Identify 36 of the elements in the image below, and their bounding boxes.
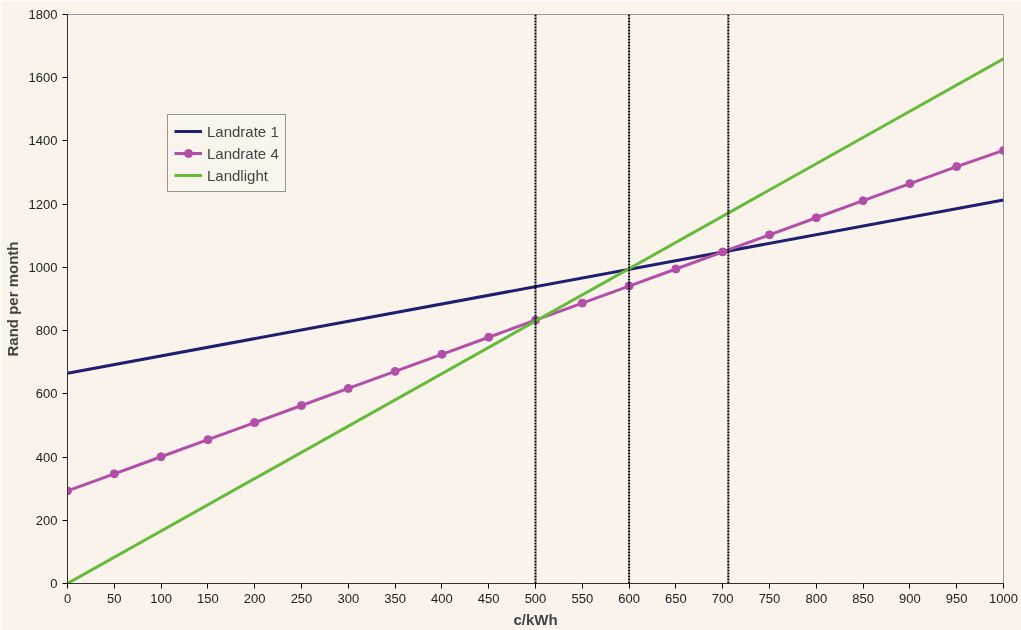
x-tick-label: 750 — [758, 590, 781, 606]
x-tick-label: 950 — [945, 590, 968, 606]
y-tick-label: 200 — [35, 512, 58, 528]
x-tick-label: 0 — [63, 590, 72, 606]
x-tick-label: 200 — [243, 590, 266, 606]
x-tick-label: 900 — [899, 590, 921, 606]
y-tick-label: 1400 — [28, 133, 58, 149]
x-tick-label: 800 — [805, 590, 828, 606]
y-tick-label: 1200 — [28, 196, 58, 212]
x-tick-label: 50 — [107, 590, 122, 606]
y-tick-label: 1800 — [28, 7, 58, 22]
y-tick-label: 800 — [35, 323, 58, 339]
x-tick-label: 700 — [711, 590, 734, 606]
x-tick-label: 550 — [571, 590, 594, 606]
x-tick-label: 300 — [337, 590, 360, 606]
x-tick-label: 100 — [150, 590, 172, 606]
legend-label: Landrate 4 — [207, 144, 279, 162]
x-tick-label: 650 — [665, 590, 687, 606]
legend-label: Landrate 1 — [207, 122, 279, 140]
y-tick-label: 600 — [35, 386, 58, 402]
x-tick-label: 600 — [618, 590, 640, 606]
x-tick-label: 400 — [431, 590, 453, 606]
y-tick-label: 1000 — [28, 259, 58, 275]
x-tick-label: 500 — [524, 590, 547, 606]
x-tick-label: 850 — [852, 590, 874, 606]
x-tick-label: 1000 — [989, 590, 1018, 606]
y-tick-label: 0 — [50, 576, 58, 591]
y-axis-title: Rand per month — [3, 241, 21, 357]
legend-label: Landlight — [207, 166, 268, 184]
x-tick-label: 250 — [290, 590, 313, 606]
x-tick-label: 350 — [384, 590, 406, 606]
x-tick-label: 450 — [477, 590, 500, 606]
y-tick-label: 400 — [35, 449, 58, 465]
y-tick-label: 1600 — [28, 70, 58, 86]
x-axis-title: c/kWh — [513, 610, 558, 628]
x-tick-label: 150 — [197, 590, 219, 606]
